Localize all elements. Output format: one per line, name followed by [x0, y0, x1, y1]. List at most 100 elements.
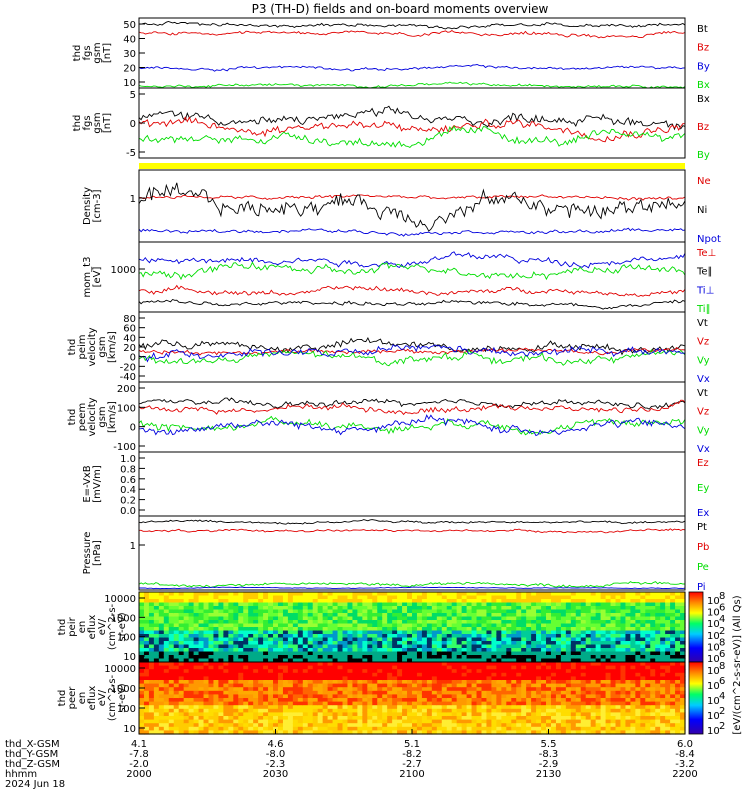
y-tick-label: -100	[113, 442, 136, 453]
y-axis-label: thd	[57, 619, 68, 636]
x-axis-value: -8.0	[266, 749, 286, 760]
y-axis-label: eflux	[87, 615, 98, 640]
y-tick-label: 1	[130, 541, 136, 552]
y-axis-label: Pressure	[82, 532, 93, 575]
y-axis-label: [km/s]	[107, 401, 118, 433]
colorbar-tick-exponent: 8	[719, 591, 725, 602]
y-tick-label: 200	[117, 384, 136, 395]
y-axis-label: (cm^2-s-	[107, 603, 118, 650]
y-tick-label: 0	[130, 119, 136, 130]
y-axis-label: velocity	[87, 327, 98, 366]
legend-Ti⊥: Ti⊥	[696, 285, 714, 296]
colorbar-tick-label: 10	[707, 696, 720, 707]
legend-Vx: Vx	[697, 374, 710, 385]
legend-By: By	[697, 61, 710, 72]
spectrogram-cells	[139, 592, 686, 663]
spectrogram-cells	[139, 662, 686, 735]
plot-title: P3 (TH-D) fields and on-board moments ov…	[252, 2, 549, 16]
series-line-Ne	[138, 194, 686, 201]
panel-frame	[138, 241, 686, 313]
series-line-Vx	[138, 344, 686, 363]
legend-Pi: Pi	[697, 582, 706, 593]
panel-frame	[138, 17, 686, 89]
y-axis-label: [nPa]	[92, 540, 103, 566]
y-axis-label: [eV]	[92, 267, 103, 288]
x-axis-value: 2130	[536, 769, 561, 780]
x-axis: thd_X-GSM 4.1 4.6 5.1 5.5 6.0 thd_Y-GSM -7.8 -8.…	[5, 729, 698, 790]
y-tick-label: 20	[123, 64, 136, 75]
y-axis-label: en	[77, 621, 88, 634]
y-tick-label: 40	[123, 333, 136, 344]
x-axis-value: -2.9	[539, 759, 559, 770]
x-axis-value: -2.7	[402, 759, 422, 770]
series-line-Bx	[138, 81, 686, 89]
y-axis-label: gsm	[97, 336, 108, 357]
colorbar-tick-exponent: 4	[719, 614, 725, 625]
x-axis-row-label: thd_Y-GSM	[5, 749, 58, 760]
colorbar-label: [eV/(cm^2-s-sr-eV)] (All Qs)	[732, 595, 743, 734]
colorbar-1	[688, 591, 704, 663]
series-line-Bt	[138, 21, 686, 30]
yellow-flag-bar	[139, 163, 685, 169]
legend-Te∥: Te∥	[696, 267, 713, 278]
colorbar-tick-exponent: 2	[719, 706, 725, 717]
y-axis-label: gsm	[92, 112, 103, 133]
series-line-Bx	[138, 105, 686, 131]
colorbar-tick-label: 10	[707, 596, 720, 607]
colorbar-tick-exponent: 6	[719, 649, 725, 660]
y-tick-label: -5	[126, 148, 136, 159]
colorbar-2	[688, 661, 704, 735]
x-axis-value: 5.1	[404, 739, 420, 750]
x-axis-value: 2100	[399, 769, 424, 780]
y-tick-label: 1	[130, 194, 136, 205]
y-axis-label: peir	[67, 616, 78, 636]
colorbar-tick-label: 10	[707, 726, 720, 737]
legend-Bx: Bx	[697, 80, 710, 91]
panel-fgs_btotal: 50 40 30 20 10 thd fgs gsm [nT] Bt Bz By Bx	[72, 17, 710, 91]
y-axis-label: gsm	[97, 406, 108, 427]
y-tick-label: -40	[120, 372, 136, 383]
legend-Pb: Pb	[697, 542, 709, 553]
legend-Pt: Pt	[697, 522, 707, 533]
panel-frame	[138, 311, 686, 383]
colorbar-tick-exponent: 2	[719, 626, 725, 637]
x-axis-value: 4.6	[268, 739, 284, 750]
legend-Vy: Vy	[697, 355, 710, 366]
y-axis-label: eV/	[97, 689, 108, 706]
series-line-Vt	[138, 397, 686, 410]
legend-Ne: Ne	[697, 176, 711, 187]
y-tick-label: -20	[120, 362, 136, 373]
y-tick-label: 10000	[104, 594, 136, 605]
colorbar-tick-label: 10	[707, 654, 720, 665]
y-axis-label: Density	[82, 187, 93, 225]
panel-frame	[138, 515, 686, 591]
x-axis-value: -2.0	[129, 759, 149, 770]
series-line-Pi	[139, 586, 686, 590]
y-axis-label: peer	[67, 686, 78, 710]
y-tick-label: 100	[117, 704, 136, 715]
y-tick-label: 0.2	[120, 496, 136, 507]
y-axis-label: fgs	[82, 115, 93, 130]
y-axis-label: peim	[77, 334, 88, 359]
series-line-Vz	[138, 399, 686, 416]
y-axis-label: thd	[72, 115, 83, 132]
legend-Te⊥: Te⊥	[696, 248, 716, 259]
legend-Ez: Ez	[697, 458, 709, 469]
series-line-Te⊥	[138, 284, 686, 297]
y-tick-label: 60	[123, 324, 136, 335]
y-tick-label: 100	[117, 403, 136, 414]
series-line-Pb	[139, 528, 686, 534]
colorbar-tick-label: 10	[707, 608, 720, 619]
panel-frame	[138, 451, 686, 517]
colorbar-tick-exponent: 8	[719, 661, 725, 672]
series-line-By	[138, 64, 686, 72]
y-axis-label: [nT]	[102, 43, 113, 63]
y-axis-label: E=-VxB	[82, 465, 93, 502]
x-axis-value: 4.1	[131, 739, 147, 750]
panel-frame	[138, 381, 686, 453]
y-tick-label: 30	[123, 49, 136, 60]
x-axis-value: -3.2	[675, 759, 695, 770]
y-tick-label: 10000	[104, 664, 136, 675]
legend-Ey: Ey	[697, 483, 709, 494]
